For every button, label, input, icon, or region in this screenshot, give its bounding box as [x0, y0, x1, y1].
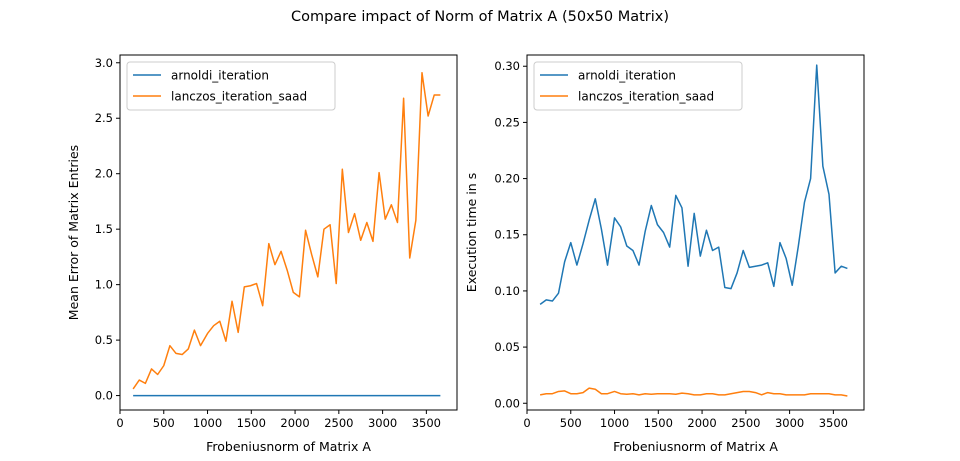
time-plot-legend-box — [533, 61, 743, 111]
time-plot-x-tick-label: 2500 — [731, 416, 760, 430]
error-plot-x-ticks: 0 500 1000 1500 2000 2500 3000 3500 — [116, 410, 441, 430]
time-plot-y-ticks: 0.00 0.05 0.10 0.15 0.20 0.25 0.30 — [494, 59, 527, 410]
time-plot-y-tick-label: 0.15 — [494, 228, 520, 242]
time-plot-x-tick-label: 3500 — [819, 416, 848, 430]
time-plot-x-tick-label: 2000 — [687, 416, 716, 430]
time-plot-x-tick-label: 3000 — [775, 416, 804, 430]
error-plot-y-tick-label: 1.0 — [95, 278, 113, 292]
time-plot-x-label: Frobeniusnorm of Matrix A — [613, 439, 778, 454]
error-plot-legend-box — [126, 61, 336, 111]
error-plot-x-tick-label: 3500 — [412, 416, 441, 430]
time-plot-x-tick-label: 0 — [523, 416, 530, 430]
error-plot-y-tick-label: 1.5 — [95, 222, 113, 236]
error-plot-x-tick-label: 1000 — [193, 416, 222, 430]
time-plot-series-line-arnoldi — [539, 64, 848, 306]
error-plot-y-tick-label: 2.0 — [95, 167, 113, 181]
error-plot-x-tick-label: 1500 — [237, 416, 266, 430]
time-plot-x-ticks: 0 500 1000 1500 2000 2500 3000 3500 — [523, 410, 848, 430]
time-plot-frame — [526, 54, 865, 411]
time-plot-y-tick-label: 0.20 — [494, 172, 520, 186]
error-plot-legend: arnoldi_iteration lanczos_iteration_saad — [126, 61, 336, 111]
time-plot-x-tick-label: 500 — [560, 416, 582, 430]
error-plot-x-tick-label: 3000 — [368, 416, 397, 430]
error-plot-y-ticks: 0.0 0.5 1.0 1.5 2.0 2.5 3.0 — [95, 56, 120, 403]
error-plot-legend-label-arnoldi: arnoldi_iteration — [171, 69, 269, 83]
time-plot-y-label: Execution time in s — [464, 173, 479, 292]
time-plot-legend-label-arnoldi: arnoldi_iteration — [578, 69, 676, 83]
error-plot-x-tick-label: 2500 — [324, 416, 353, 430]
error-plot-x-tick-label: 2000 — [280, 416, 309, 430]
time-plot-y-tick-label: 0.30 — [494, 59, 520, 73]
time-plot-x-tick-label: 1000 — [600, 416, 629, 430]
error-plot-y-tick-label: 3.0 — [95, 56, 113, 70]
time-plot-y-tick-label: 0.25 — [494, 115, 520, 129]
figure-title: Compare impact of Norm of Matrix A (50x5… — [291, 9, 669, 25]
error-plot-y-tick-label: 0.5 — [95, 333, 113, 347]
time-plot-panel: 0 500 1000 1500 2000 2500 3000 3500 0.00 0.05 0.1… — [464, 54, 865, 454]
time-plot-legend: arnoldi_iteration lanczos_iteration_saad — [533, 61, 743, 111]
time-plot-x-tick-label: 1500 — [644, 416, 673, 430]
time-plot-y-tick-label: 0.00 — [494, 396, 520, 410]
error-plot-panel: 0 500 1000 1500 2000 2500 3000 3500 0.0 0.5 1.0 1.… — [66, 54, 458, 454]
time-plot-lines — [539, 64, 848, 397]
error-plot-x-tick-label: 500 — [153, 416, 175, 430]
error-plot-frame — [119, 54, 458, 411]
time-plot-y-tick-label: 0.05 — [494, 340, 520, 354]
time-plot-legend-label-lanczos: lanczos_iteration_saad — [578, 90, 714, 104]
error-plot-x-label: Frobeniusnorm of Matrix A — [206, 439, 371, 454]
error-plot-x-tick-label: 0 — [116, 416, 123, 430]
error-plot-lines — [132, 72, 441, 397]
error-plot-y-tick-label: 2.5 — [95, 111, 113, 125]
time-plot-y-tick-label: 0.10 — [494, 284, 520, 298]
error-plot-series-line-lanczos — [132, 72, 441, 390]
error-plot-y-label: Mean Error of Matrix Entries — [66, 145, 81, 320]
error-plot-legend-label-lanczos: lanczos_iteration_saad — [171, 90, 307, 104]
error-plot-y-tick-label: 0.0 — [95, 389, 113, 403]
time-plot-series-line-lanczos — [539, 387, 848, 397]
